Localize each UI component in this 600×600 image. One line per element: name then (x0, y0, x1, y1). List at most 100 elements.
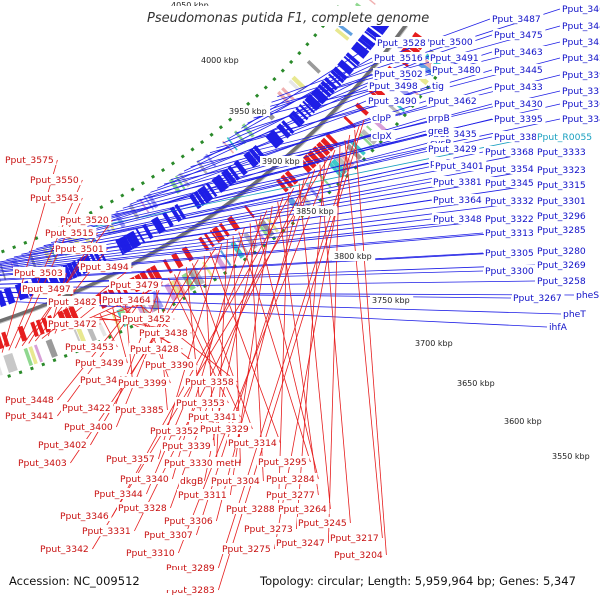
plus-strand-gene (221, 171, 233, 186)
gene-label-backdrop (484, 163, 537, 174)
cog-color-block (213, 253, 228, 271)
gene-label-backdrop (484, 247, 537, 258)
minus-strand-gene (204, 233, 215, 248)
minus-strand-gene (146, 268, 157, 284)
gene-label: pheT (563, 309, 586, 320)
gene-label-backdrop (493, 98, 546, 109)
gene-label: Pput_3328 (118, 503, 167, 514)
cog-color-block (328, 162, 344, 178)
inner-cog-block (334, 27, 350, 41)
gene-label: Pput_3403 (18, 458, 67, 469)
cog-color-block (76, 327, 88, 346)
plus-strand-gene (174, 203, 186, 220)
gene-label: Pput_3497 (22, 284, 71, 295)
leader-line (0, 264, 536, 285)
gene-label: Pput_3479 (110, 280, 159, 291)
gene-label-backdrop (109, 279, 162, 290)
gene-label: Pput_3364 (433, 195, 482, 206)
gene-label: Pput_3452 (122, 314, 171, 325)
gene-label: Pput_3494 (80, 262, 129, 273)
gene-label-backdrop (184, 376, 237, 387)
cog-color-block (85, 323, 97, 342)
kbp-label: 3600 kbp (504, 417, 542, 426)
leader-line (218, 124, 360, 569)
plus-strand-gene (281, 120, 295, 135)
inner-cog-block (295, 71, 310, 87)
gene-label: Pput_3245 (298, 518, 347, 529)
gene-label-backdrop (536, 259, 589, 270)
gene-label-backdrop (21, 283, 74, 294)
gene-label: Pput_3448 (5, 395, 54, 406)
gene-label-backdrop (561, 69, 600, 80)
leader-line (0, 296, 562, 315)
minus-strand-gene (307, 150, 322, 165)
gene-label: Pput_3296 (537, 211, 586, 222)
gene-label: Pput_3381 (433, 177, 482, 188)
plus-strand-gene (295, 107, 309, 121)
gene-label-backdrop (149, 425, 202, 436)
leader-line (204, 214, 262, 482)
gene-label-backdrop (165, 562, 218, 573)
gene-label-backdrop (4, 154, 57, 165)
gene-label-backdrop (81, 525, 134, 536)
plus-strand-gene (338, 59, 354, 74)
plus-strand-gene (5, 287, 16, 304)
kbp-label-backdrop (227, 106, 271, 116)
gene-label-backdrop (427, 95, 480, 106)
gene-label-backdrop (64, 341, 117, 352)
gene-label-backdrop (117, 502, 170, 513)
kbp-label: 3950 kbp (229, 107, 267, 116)
gene-label-backdrop (484, 213, 537, 224)
kbp-label: 3700 kbp (415, 339, 453, 348)
minus-strand-gene (162, 258, 173, 274)
gene-label: Pput_3472 (48, 319, 97, 330)
gene-label-backdrop (429, 137, 454, 148)
gene-label: Pput_3204 (334, 550, 383, 561)
gene-label: Pput_3430 (494, 99, 543, 110)
gene-label: Pput_3339 (162, 441, 211, 452)
gene-label: Pput_3490 (368, 96, 417, 107)
gene-label: Pput_3385 (115, 405, 164, 416)
gene-label-backdrop (4, 394, 57, 405)
gene-label: Pput_3420 (562, 53, 600, 64)
plus-strand-gene (345, 52, 361, 66)
inner-cog-block (143, 195, 155, 210)
gene-label: Pput_3528 (377, 38, 426, 49)
inner-cog-block (0, 264, 7, 281)
cog-color-block (6, 352, 18, 372)
plus-strand-gene (369, 23, 385, 36)
gene-label: Pput_3390 (145, 360, 194, 371)
inner-cog-block (218, 143, 230, 158)
cog-color-block (169, 280, 183, 299)
kbp-label-backdrop (294, 206, 338, 216)
leader-line (36, 162, 429, 249)
kbp-scale-labels: 4050 kbp 4000 kbp 3950 kbp 3900 kbp 3850 kbp… (169, 0, 594, 461)
cog-color-block (95, 318, 107, 337)
leader-line (72, 135, 371, 234)
gene-label-backdrop (265, 489, 318, 500)
gene-label: Pput_3516 (374, 53, 423, 64)
minus-strand-gene (198, 236, 210, 252)
gene-label: Pput_3341 (188, 412, 237, 423)
minus-strand-gene (30, 321, 39, 337)
gene-label: Pput_3311 (178, 490, 227, 501)
gene-label: Pput_3305 (485, 248, 534, 259)
gene-label-backdrop (117, 377, 170, 388)
gene-label: Pput_3375 (562, 86, 600, 97)
gene-label-backdrop (536, 146, 589, 157)
gene-label-backdrop (101, 294, 154, 305)
gene-label-backdrop (561, 113, 600, 124)
gene-label: Pput_3275 (222, 544, 271, 555)
gene-label-backdrop (144, 359, 197, 370)
gene-label-backdrop (376, 37, 429, 48)
gene-label: Pput_3487 (492, 14, 541, 25)
inner-cog-block (42, 247, 53, 264)
gene-label: Pput_3402 (38, 440, 87, 451)
leader-line (134, 173, 310, 532)
gene-label: Pput_3437 (562, 37, 600, 48)
plus-strand-gene (364, 30, 379, 42)
cog-color-block (3, 354, 13, 373)
gene-label: Pput_3543 (30, 193, 79, 204)
summary-backdrop (255, 570, 597, 590)
gene-label: ihfA (549, 322, 568, 333)
